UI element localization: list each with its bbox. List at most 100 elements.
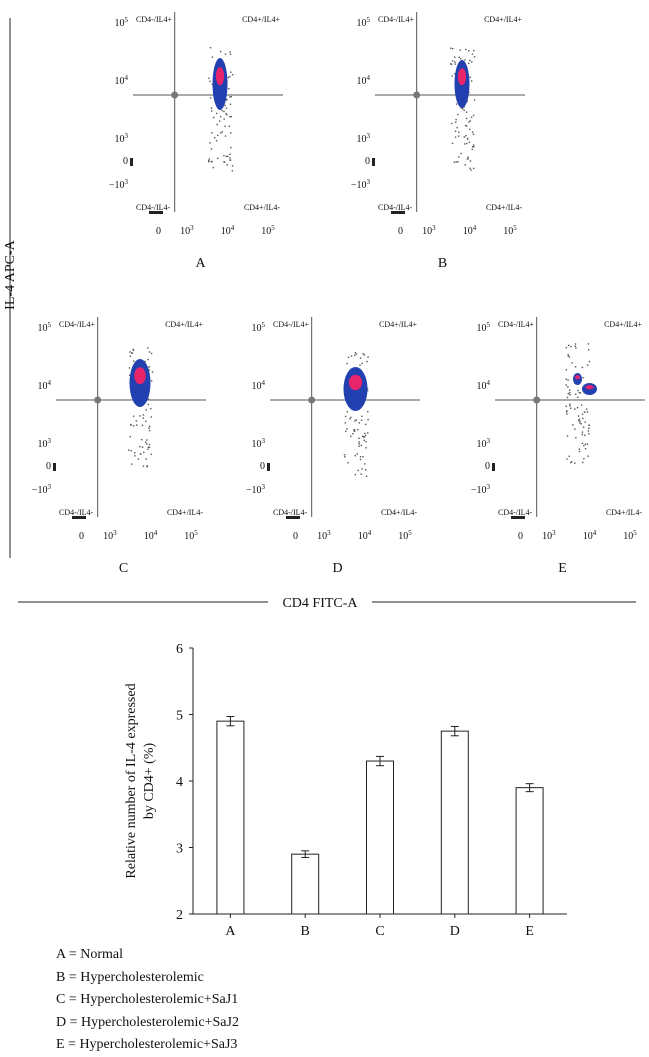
- event-dot: [358, 422, 361, 424]
- event-dot: [361, 435, 364, 437]
- event-dot: [147, 448, 149, 450]
- event-dot: [574, 408, 576, 410]
- quadrant-label-bottom-left: CD4-/IL4-: [498, 508, 533, 517]
- event-dot: [574, 428, 576, 430]
- event-dot: [464, 164, 466, 166]
- event-dot: [147, 403, 149, 406]
- event-dot: [139, 453, 142, 455]
- event-dot: [148, 351, 151, 353]
- event-dot: [208, 160, 210, 163]
- event-dot: [356, 453, 358, 455]
- event-dot: [469, 160, 472, 162]
- event-dot: [211, 132, 213, 134]
- x-tick-label: 0: [79, 531, 84, 542]
- event-dot: [581, 366, 584, 369]
- y-tick-label: −103: [471, 483, 491, 496]
- flow-plot-area: [133, 12, 283, 212]
- event-dot: [464, 124, 467, 127]
- event-dot: [455, 121, 457, 123]
- event-dot: [469, 128, 471, 130]
- event-dot: [460, 107, 462, 109]
- event-dot: [216, 123, 218, 126]
- event-dot: [361, 415, 363, 418]
- event-dot: [466, 142, 468, 145]
- event-dot: [365, 469, 367, 471]
- event-dot: [357, 469, 359, 472]
- quadrant-label-bottom-right: CD4+/IL4-: [486, 203, 522, 212]
- quadrant-label-bottom-left: CD4-/IL4-: [136, 203, 171, 212]
- event-dot: [226, 98, 228, 101]
- event-dot: [465, 125, 468, 127]
- bar-c: [366, 760, 394, 915]
- event-dot: [131, 352, 133, 354]
- event-dot: [223, 161, 225, 163]
- event-dot: [350, 416, 352, 419]
- event-dot: [565, 411, 568, 413]
- x-tick-label: 105: [503, 224, 517, 237]
- event-dot: [142, 414, 145, 416]
- event-dot: [469, 76, 471, 78]
- event-dot: [354, 455, 356, 457]
- bar-y-axis-title: Relative number of IL-4 expressed by CD4+…: [124, 683, 157, 878]
- bar-x-tick-label: C: [375, 924, 384, 939]
- event-dot: [463, 106, 465, 108]
- y-axis-stub: [372, 158, 375, 166]
- x-axis-title: CD4 FITC-A: [282, 596, 358, 611]
- event-dot: [455, 161, 458, 163]
- quadrant-label-bottom-right: CD4+/IL4-: [244, 203, 280, 212]
- bar-a: [216, 720, 245, 915]
- y-tick-label: −103: [246, 483, 266, 496]
- event-dot: [145, 409, 147, 411]
- event-dot: [575, 437, 577, 439]
- event-dot: [365, 441, 367, 443]
- event-dot: [581, 442, 584, 445]
- event-dot: [229, 153, 231, 156]
- event-dot: [566, 413, 568, 415]
- event-dot: [211, 83, 214, 86]
- event-dot: [472, 144, 475, 146]
- event-dot: [354, 354, 356, 357]
- event-dot: [465, 135, 467, 137]
- event-dot: [567, 355, 569, 357]
- y-tick-label: 105: [115, 16, 129, 29]
- bar-y-axis-title-line-1: Relative number of IL-4 expressed: [124, 683, 139, 878]
- event-dot: [455, 118, 457, 121]
- event-dot: [459, 49, 461, 51]
- event-dot: [142, 465, 145, 467]
- event-dot: [458, 131, 460, 133]
- event-dot: [588, 349, 590, 351]
- event-dot: [460, 152, 462, 155]
- event-dot: [584, 421, 586, 423]
- event-dot: [358, 441, 360, 443]
- event-dot: [454, 73, 456, 75]
- quadrant-label-top-left: CD4-/IL4+: [59, 320, 96, 329]
- event-dot: [574, 343, 577, 345]
- event-dot: [367, 432, 369, 434]
- event-dot: [354, 473, 357, 476]
- event-dot: [567, 392, 570, 395]
- x-tick-label: 0: [398, 226, 403, 237]
- event-dot: [231, 170, 234, 172]
- event-dot: [148, 443, 151, 446]
- event-dot: [210, 107, 213, 109]
- bar-e: [515, 787, 544, 915]
- event-dot: [129, 355, 131, 358]
- event-dot: [574, 366, 577, 368]
- density-peak-pink: [348, 374, 363, 391]
- event-dot: [228, 125, 231, 127]
- event-dot: [471, 146, 474, 148]
- event-dot: [461, 108, 464, 110]
- event-dot: [129, 374, 131, 376]
- event-dot: [469, 120, 471, 122]
- x-tick-label: 103: [180, 224, 194, 237]
- y-axis-stub: [492, 463, 495, 471]
- event-dot: [581, 431, 584, 433]
- panel-label: D: [332, 561, 342, 576]
- event-dot: [582, 376, 584, 379]
- quadrant-label-bottom-right: CD4+/IL4-: [606, 508, 642, 517]
- event-dot: [459, 58, 462, 60]
- y-axis-stub: [53, 463, 56, 471]
- event-dot: [229, 75, 231, 78]
- event-dot: [473, 99, 476, 101]
- bar-y-axis-title-line-2: by CD4+ (%): [142, 743, 157, 820]
